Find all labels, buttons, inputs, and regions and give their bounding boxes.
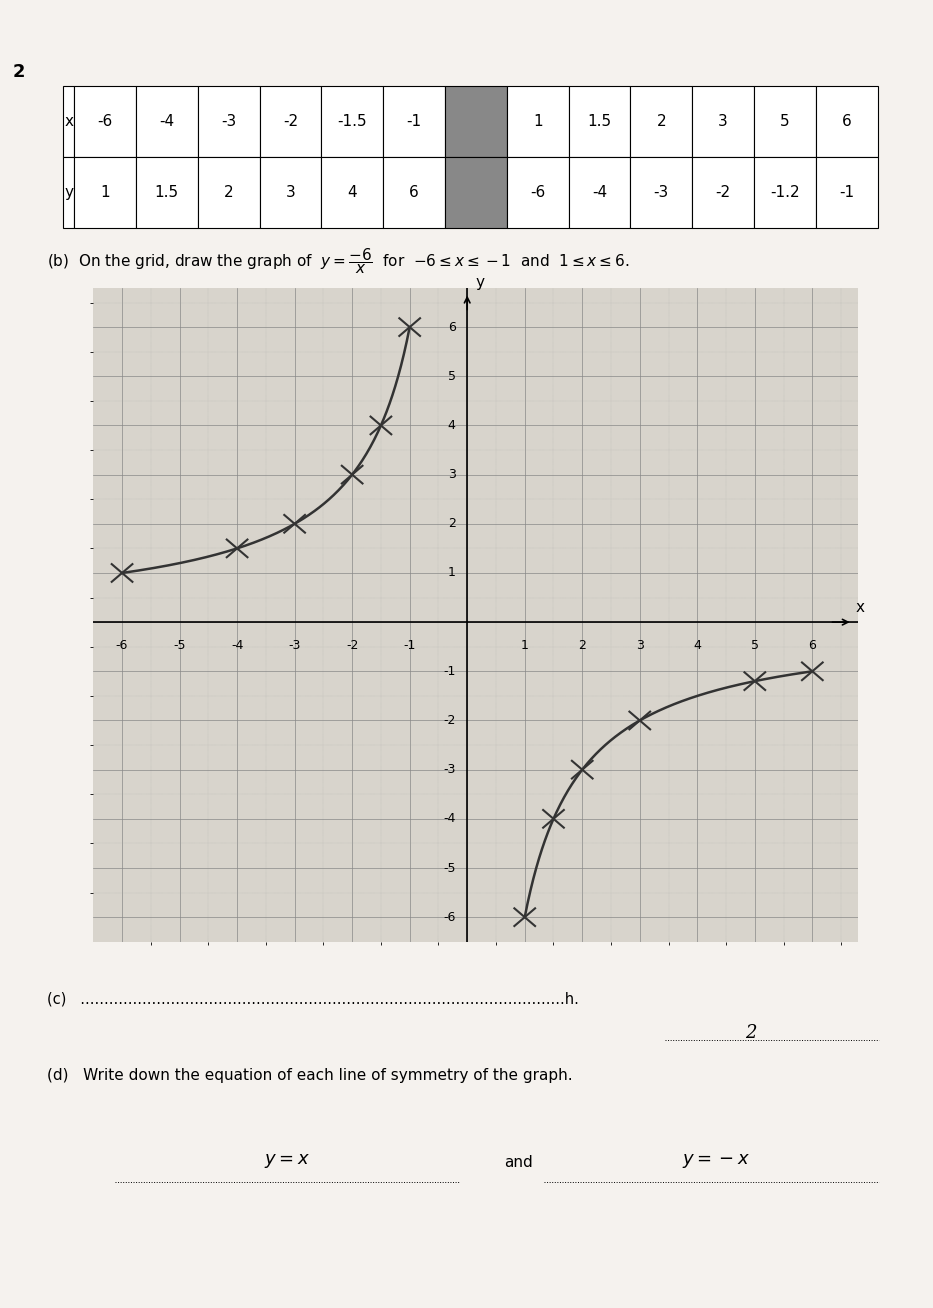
Text: 2: 2 (745, 1024, 757, 1042)
Text: (d)   Write down the equation of each line of symmetry of the graph.: (d) Write down the equation of each line… (47, 1067, 572, 1083)
Text: 1: 1 (521, 640, 529, 653)
Text: -3: -3 (288, 640, 300, 653)
Text: 4: 4 (448, 419, 455, 432)
Text: -5: -5 (443, 862, 455, 875)
Text: 6: 6 (808, 640, 816, 653)
Text: 6: 6 (448, 320, 455, 334)
Text: and: and (505, 1155, 533, 1169)
Text: -6: -6 (443, 910, 455, 923)
Text: 1: 1 (448, 566, 455, 579)
Text: -1: -1 (403, 640, 416, 653)
Text: -5: -5 (174, 640, 186, 653)
Text: 3: 3 (448, 468, 455, 481)
Text: 5: 5 (448, 370, 455, 383)
Text: -4: -4 (443, 812, 455, 825)
Text: y: y (476, 275, 485, 290)
Text: $y = -x$: $y = -x$ (682, 1152, 750, 1169)
Text: x: x (856, 600, 865, 615)
Text: -3: -3 (443, 763, 455, 776)
Text: 2: 2 (12, 63, 25, 81)
Text: -6: -6 (116, 640, 128, 653)
Text: 3: 3 (635, 640, 644, 653)
Text: 2: 2 (578, 640, 586, 653)
Text: -2: -2 (346, 640, 358, 653)
Text: -1: -1 (443, 664, 455, 678)
Text: 4: 4 (693, 640, 702, 653)
Text: (b)  On the grid, draw the graph of  $y = \dfrac{-6}{x}$  for  $-6 \leq x \leq -: (b) On the grid, draw the graph of $y = … (47, 247, 630, 276)
Text: 2: 2 (448, 517, 455, 530)
Text: $y = x$: $y = x$ (264, 1152, 310, 1169)
Text: -4: -4 (231, 640, 244, 653)
Text: 5: 5 (751, 640, 759, 653)
Text: -2: -2 (443, 714, 455, 727)
Text: (c)   ..........................................................................: (c) ....................................… (47, 991, 578, 1006)
